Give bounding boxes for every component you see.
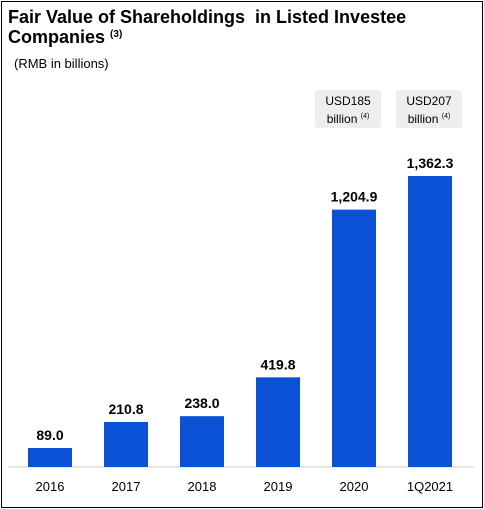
bar-2017 — [104, 421, 148, 467]
bar-2019 — [256, 377, 300, 467]
value-label-2019: 419.8 — [260, 356, 295, 372]
usd-note-2020-amount: USD185 — [325, 94, 371, 108]
bar-1q2021 — [408, 176, 452, 467]
usd-note-1q2021: USD207 billion (4) — [396, 90, 462, 128]
x-tick-label-2017: 2017 — [112, 479, 141, 494]
usd-note-1q2021-billion: billion — [407, 112, 439, 126]
x-tick-label-2019: 2019 — [264, 479, 293, 494]
title-footnote: (3) — [110, 29, 123, 40]
chart-title-text: Fair Value of Shareholdings in Listed In… — [8, 7, 412, 47]
bar-2020 — [332, 209, 376, 467]
usd-note-1q2021-amount: USD207 — [406, 94, 452, 108]
value-label-2016: 89.0 — [36, 427, 63, 443]
usd-note-2020-footnote: (4) — [360, 113, 370, 120]
unit-label: (RMB in billions) — [14, 56, 109, 71]
usd-note-1q2021-footnote: (4) — [441, 113, 451, 120]
x-tick-label-2018: 2018 — [188, 479, 217, 494]
chart-title: Fair Value of Shareholdings in Listed In… — [8, 7, 484, 47]
bars-group: 89.0 2016 210.8 2017 238.0 2018 419.8 2019 1,204… — [28, 155, 454, 494]
value-label-2018: 238.0 — [184, 395, 219, 411]
value-label-1q2021: 1,362.3 — [407, 155, 454, 171]
value-label-2020: 1,204.9 — [331, 189, 378, 205]
x-tick-label-2020: 2020 — [340, 479, 369, 494]
x-tick-label-1q2021: 1Q2021 — [407, 479, 453, 494]
value-label-2017: 210.8 — [108, 401, 143, 417]
usd-note-2020: USD185 billion (4) — [315, 90, 381, 128]
x-tick-label-2016: 2016 — [36, 479, 65, 494]
usd-note-1q2021-unit: billion (4) — [396, 109, 462, 127]
bar-2016 — [28, 447, 72, 467]
bar-2018 — [180, 416, 224, 467]
usd-note-2020-unit: billion (4) — [315, 109, 381, 127]
usd-note-2020-billion: billion — [326, 112, 358, 126]
